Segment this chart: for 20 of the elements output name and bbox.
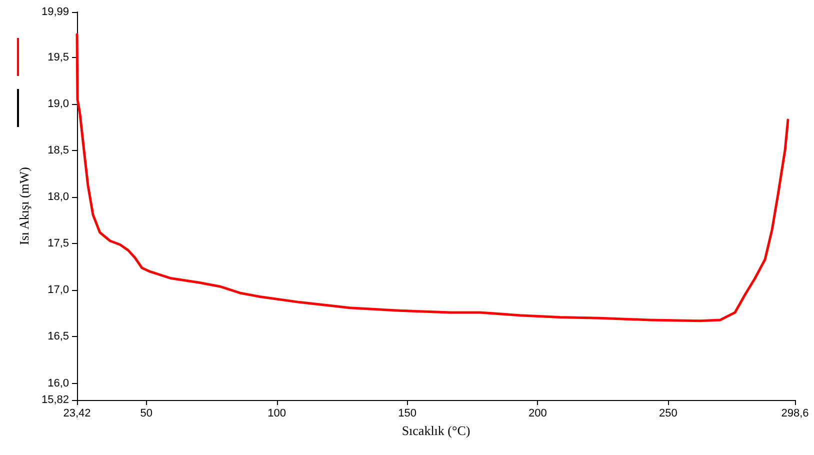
y-tick-label: 18,5 [48, 144, 69, 157]
y-tick-label: 17,5 [48, 238, 69, 250]
y-tick-label: 15,82 [41, 394, 69, 406]
x-tick-label: 200 [528, 408, 547, 420]
x-tick-label: 50 [140, 408, 152, 420]
y-tick-label: 16,5 [48, 330, 69, 343]
x-axis-title: Sıcaklık (°C) [402, 422, 470, 438]
x-tick-label: 298,6 [781, 408, 809, 420]
x-tick-label: 150 [398, 408, 416, 420]
y-axis-title: Isı Akışı (mW) [16, 167, 32, 245]
line-series [76, 33, 790, 322]
x-tick-label: 23,42 [63, 408, 91, 420]
y-tick-label: 16,0 [48, 377, 69, 390]
y-tick-label: 19,0 [48, 98, 69, 110]
x-tick-label: 100 [268, 408, 286, 420]
x-tick-label: 250 [659, 408, 678, 420]
y-tick-label: 18,0 [48, 191, 69, 204]
y-tick-label: 17,0 [48, 284, 69, 296]
y-tick-label: 19,99 [41, 6, 69, 18]
y-tick-label: 19,5 [48, 52, 69, 64]
